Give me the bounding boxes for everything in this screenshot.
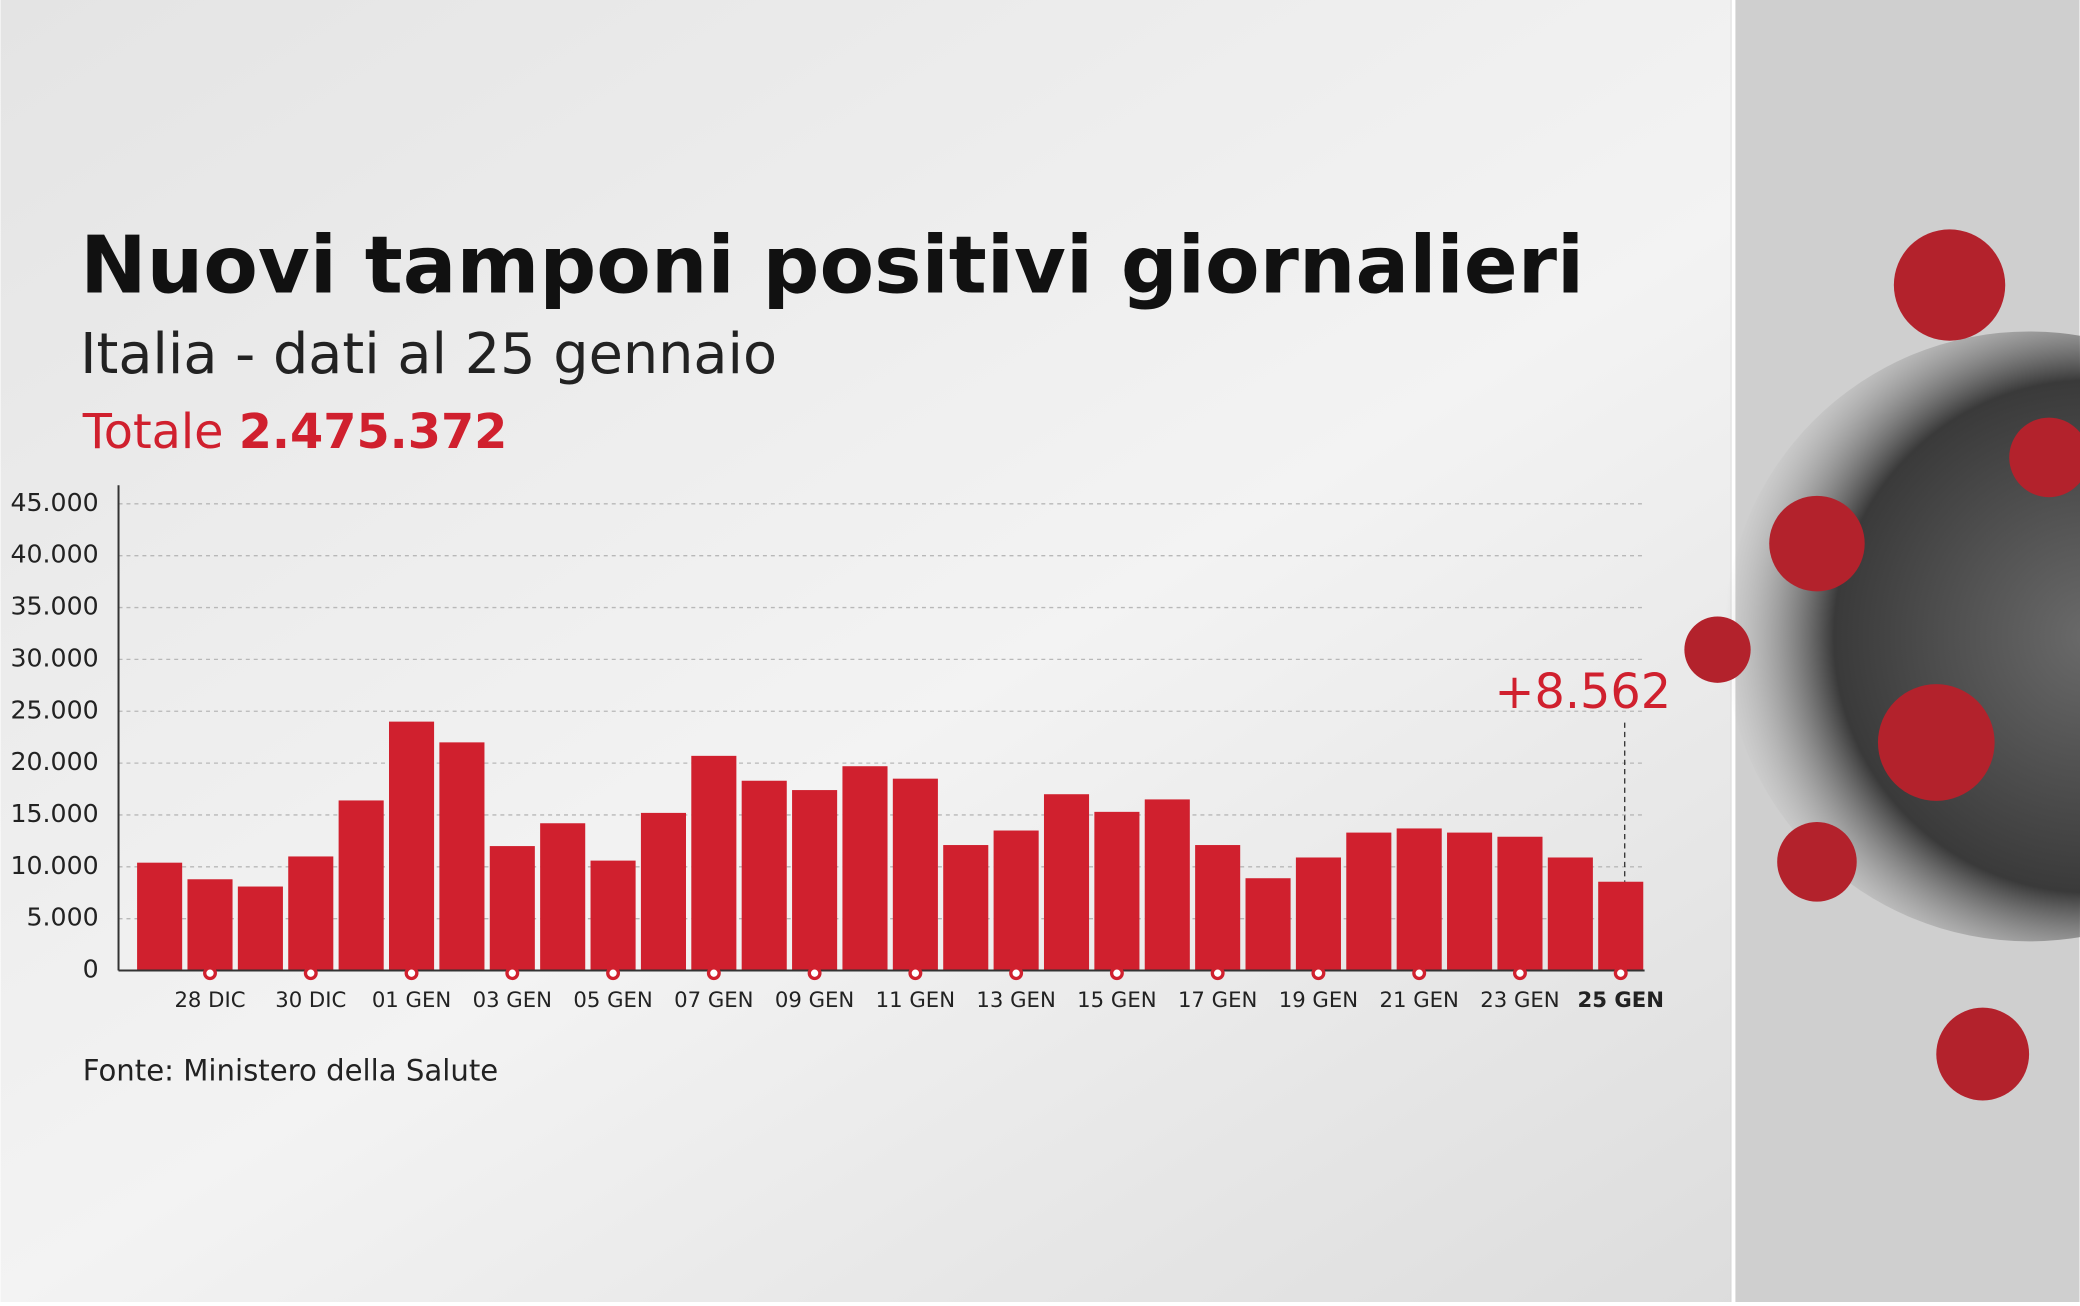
bar bbox=[187, 879, 233, 971]
bar bbox=[640, 812, 686, 971]
total-value: 2.475.372 bbox=[239, 405, 508, 460]
bar bbox=[288, 856, 334, 971]
tick-dot bbox=[1513, 966, 1527, 981]
x-tick-label: 09 GEN bbox=[775, 988, 854, 1013]
tick-dot bbox=[908, 966, 923, 981]
total: Totale 2.475.372 bbox=[82, 405, 508, 460]
value-label: +8.562 bbox=[1495, 665, 1672, 720]
bar bbox=[1447, 832, 1493, 971]
bar bbox=[1144, 799, 1190, 971]
bar bbox=[1245, 878, 1291, 971]
x-tick-label: 21 GEN bbox=[1379, 988, 1458, 1013]
y-tick-label: 15.000 bbox=[10, 799, 98, 828]
bar bbox=[489, 846, 535, 971]
x-tick-label: 13 GEN bbox=[976, 988, 1055, 1013]
bar bbox=[1043, 794, 1090, 971]
y-tick-label: 35.000 bbox=[10, 592, 98, 621]
bar bbox=[842, 766, 888, 971]
y-tick-label: 5.000 bbox=[27, 903, 99, 932]
bar bbox=[1094, 811, 1140, 971]
bar bbox=[792, 790, 838, 971]
y-tick-label: 25.000 bbox=[10, 695, 98, 724]
bar bbox=[338, 800, 384, 971]
virus-image bbox=[1724, 331, 2080, 942]
tick-dot bbox=[1009, 966, 1024, 981]
bar bbox=[1195, 845, 1241, 971]
bar bbox=[590, 860, 636, 971]
x-tick-label: 30 DIC bbox=[275, 988, 346, 1013]
x-tick-label: 25 GEN bbox=[1577, 988, 1664, 1013]
bar bbox=[993, 830, 1039, 971]
tick-dot bbox=[404, 966, 419, 981]
x-tick-label: 07 GEN bbox=[674, 988, 753, 1013]
bar bbox=[1295, 857, 1341, 971]
bar bbox=[439, 742, 485, 971]
source: Fonte: Ministero della Salute bbox=[83, 1054, 498, 1088]
tick-dot bbox=[706, 966, 721, 981]
bar bbox=[137, 862, 183, 971]
subtitle: Italia - dati al 25 gennaio bbox=[80, 322, 777, 387]
x-tick-label: 05 GEN bbox=[573, 988, 652, 1013]
title: Nuovi tamponi positivi giornalieri bbox=[80, 218, 1584, 311]
tick-dot bbox=[1412, 966, 1427, 981]
bar bbox=[691, 755, 737, 971]
tick-dot bbox=[807, 966, 822, 981]
tick-dot bbox=[303, 966, 318, 981]
bar bbox=[389, 721, 435, 971]
x-tick-label: 03 GEN bbox=[473, 988, 552, 1013]
tick-dot bbox=[1210, 966, 1225, 981]
x-tick-label: 15 GEN bbox=[1077, 988, 1156, 1013]
bar bbox=[1396, 828, 1442, 971]
bar bbox=[1598, 881, 1644, 971]
bar bbox=[1346, 832, 1392, 971]
bar bbox=[237, 886, 283, 971]
tick-dot bbox=[1109, 966, 1124, 981]
x-tick-label: 11 GEN bbox=[876, 988, 955, 1013]
total-label: Totale bbox=[82, 405, 224, 460]
bar bbox=[741, 780, 787, 971]
y-tick-label: 0 bbox=[83, 955, 99, 984]
bar bbox=[943, 845, 989, 971]
y-tick-label: 20.000 bbox=[10, 747, 98, 776]
bar bbox=[540, 823, 586, 971]
y-tick-label: 45.000 bbox=[10, 488, 98, 517]
x-tick-label: 01 GEN bbox=[372, 988, 451, 1013]
bar bbox=[892, 778, 938, 971]
y-tick-label: 10.000 bbox=[10, 851, 98, 880]
bar bbox=[1547, 857, 1593, 971]
x-tick-label: 17 GEN bbox=[1178, 988, 1257, 1013]
tick-dot bbox=[1613, 966, 1628, 981]
tick-dot bbox=[203, 966, 217, 981]
tick-dot bbox=[505, 966, 520, 981]
x-tick-label: 19 GEN bbox=[1279, 988, 1358, 1013]
tick-dot bbox=[1311, 966, 1326, 981]
y-tick-label: 30.000 bbox=[10, 643, 98, 672]
x-tick-label: 23 GEN bbox=[1480, 988, 1559, 1013]
bar bbox=[1497, 836, 1543, 971]
x-tick-label: 28 DIC bbox=[174, 988, 245, 1013]
virus-spikes bbox=[1684, 229, 2080, 1101]
tick-dot bbox=[606, 966, 621, 981]
y-tick-label: 40.000 bbox=[10, 540, 98, 569]
